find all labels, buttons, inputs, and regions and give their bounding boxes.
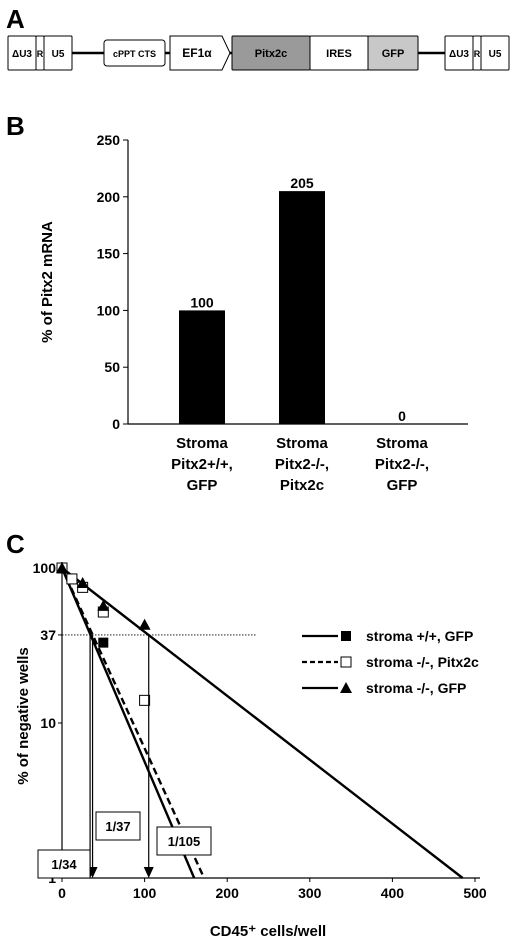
panel-label-a: A (6, 4, 25, 34)
construct-segment-label: Pitx2c (255, 48, 287, 60)
x-axis-label: CD45⁺ cells/well (210, 923, 326, 940)
y-tick-label: 200 (97, 189, 121, 205)
x-tick-label: 500 (463, 885, 487, 901)
category-label: Pitx2-/-, (275, 456, 329, 473)
data-point (98, 637, 109, 648)
bar (179, 310, 225, 424)
category-label: Stroma (376, 435, 428, 452)
construct-segment-label: U5 (52, 49, 65, 60)
data-point (56, 562, 68, 573)
estimate-label: 1/37 (105, 819, 130, 834)
construct-segment-label: cPPT CTS (113, 49, 156, 59)
fit-line (61, 567, 464, 879)
x-tick-label: 400 (381, 885, 405, 901)
category-label: GFP (387, 477, 418, 494)
x-tick-label: 0 (58, 885, 66, 901)
legend-marker (341, 631, 351, 641)
estimate-box (156, 826, 212, 856)
construct-segment (367, 35, 419, 71)
category-label: GFP (187, 477, 218, 494)
legend-marker (340, 682, 352, 693)
estimate-arrow (143, 867, 154, 878)
construct-segment-label: EF1α (182, 46, 212, 60)
construct-segment-label: GFP (382, 48, 405, 60)
legend-label: stroma -/-, GFP (366, 680, 466, 696)
data-point (138, 618, 151, 630)
category-label: Pitx2c (280, 477, 324, 494)
category-label: Stroma (276, 435, 328, 452)
construct-segment-label: R (37, 49, 44, 59)
construct-segment (43, 35, 73, 71)
panel-label-c: C (6, 529, 25, 559)
category-label: Pitx2+/+, (171, 456, 233, 473)
construct-segment-label: IRES (326, 48, 352, 60)
x-tick-label: 300 (298, 885, 322, 901)
fit-line (60, 567, 196, 879)
construct-segment-label: ΔU3 (449, 49, 469, 60)
construct-segment (169, 35, 231, 71)
category-label: Stroma (176, 435, 228, 452)
y-tick-label: 50 (104, 359, 120, 375)
bar (279, 191, 325, 424)
x-tick-label: 100 (133, 885, 157, 901)
y-tick-label: 100 (97, 302, 121, 318)
bar-value-label: 100 (190, 294, 214, 310)
y-tick-label: 250 (97, 132, 121, 148)
construct-segment (103, 39, 166, 67)
legend-marker (340, 656, 352, 668)
y-tick-label: 0 (112, 416, 120, 432)
legend-label: stroma -/-, Pitx2c (366, 654, 479, 670)
fit-line (60, 567, 206, 879)
estimate-box (95, 811, 141, 841)
y-tick-label: 150 (97, 246, 121, 262)
estimate-label: 1/34 (51, 857, 77, 872)
data-point (97, 599, 110, 611)
y-axis-label: % of Pitx2 mRNA (39, 221, 56, 343)
estimate-box (37, 849, 91, 879)
legend-label: stroma +/+, GFP (366, 628, 473, 644)
construct-segment-label: ΔU3 (12, 49, 32, 60)
limiting-dilution-chart: % of negative wells CD45⁺ cells/well 110… (15, 560, 487, 940)
panel-label-b: B (6, 111, 25, 141)
vector-construct-diagram: ΔU3 R U5 cPPT CTS EF1α Pitx2c IRES GFP ΔU3 R U5 (7, 35, 510, 71)
y-axis-label: % of negative wells (15, 647, 32, 785)
y-tick-label: 10 (40, 715, 56, 731)
x-tick-label: 200 (216, 885, 240, 901)
construct-segment (480, 35, 510, 71)
category-label: Pitx2-/-, (375, 456, 429, 473)
data-point (139, 694, 151, 706)
construct-segment-label: U5 (489, 49, 502, 60)
estimate-label: 1/105 (168, 834, 201, 849)
y-tick-label: 37 (40, 627, 56, 643)
y-tick-label: 100 (33, 560, 57, 576)
bar-value-label: 0 (398, 408, 406, 424)
data-point (76, 577, 89, 589)
bar-chart: % of Pitx2 mRNA 0 50 100 150 200 250 100 Stroma… (39, 132, 468, 494)
bar-value-label: 205 (290, 175, 314, 191)
construct-segment-label: R (474, 49, 481, 59)
data-point (66, 573, 78, 585)
